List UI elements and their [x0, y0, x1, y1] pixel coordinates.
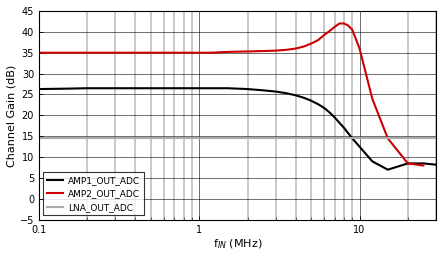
- AMP2_OUT_ADC: [337, 22, 342, 25]
- AMP2_OUT_ADC: [332, 25, 338, 28]
- AMP1_OUT_ADC: [172, 87, 177, 90]
- AMP2_OUT_ADC: [369, 97, 375, 100]
- AMP2_OUT_ADC: [293, 47, 299, 50]
- AMP1_OUT_ADC: [225, 87, 230, 90]
- AMP1_OUT_ADC: [113, 87, 118, 90]
- AMP2_OUT_ADC: [85, 51, 90, 54]
- AMP2_OUT_ADC: [342, 22, 347, 25]
- AMP2_OUT_ADC: [161, 51, 167, 54]
- AMP2_OUT_ADC: [113, 51, 118, 54]
- AMP2_OUT_ADC: [350, 28, 355, 31]
- AMP1_OUT_ADC: [421, 162, 426, 165]
- Legend: AMP1_OUT_ADC, AMP2_OUT_ADC, LNA_OUT_ADC: AMP1_OUT_ADC, AMP2_OUT_ADC, LNA_OUT_ADC: [43, 172, 144, 215]
- AMP1_OUT_ADC: [332, 116, 338, 119]
- AMP1_OUT_ADC: [85, 87, 90, 90]
- AMP2_OUT_ADC: [225, 50, 230, 53]
- AMP2_OUT_ADC: [284, 48, 289, 51]
- AMP2_OUT_ADC: [245, 50, 250, 53]
- AMP2_OUT_ADC: [65, 51, 70, 54]
- AMP2_OUT_ADC: [209, 51, 214, 54]
- AMP2_OUT_ADC: [315, 39, 321, 42]
- AMP1_OUT_ADC: [315, 102, 321, 106]
- AMP1_OUT_ADC: [197, 87, 202, 90]
- Line: AMP1_OUT_ADC: AMP1_OUT_ADC: [39, 88, 436, 170]
- AMP1_OUT_ADC: [161, 87, 167, 90]
- AMP2_OUT_ADC: [327, 29, 332, 33]
- AMP2_OUT_ADC: [385, 137, 390, 140]
- AMP2_OUT_ADC: [357, 47, 362, 50]
- AMP2_OUT_ADC: [148, 51, 154, 54]
- AMP1_OUT_ADC: [385, 168, 390, 171]
- AMP2_OUT_ADC: [36, 51, 42, 54]
- AMP1_OUT_ADC: [350, 137, 355, 140]
- AMP1_OUT_ADC: [245, 87, 250, 91]
- AMP1_OUT_ADC: [309, 99, 314, 102]
- AMP2_OUT_ADC: [421, 164, 426, 167]
- AMP1_OUT_ADC: [36, 87, 42, 91]
- AMP2_OUT_ADC: [405, 162, 411, 165]
- AMP1_OUT_ADC: [342, 126, 347, 130]
- AMP1_OUT_ADC: [293, 94, 299, 97]
- AMP2_OUT_ADC: [172, 51, 177, 54]
- X-axis label: f$_{IN}$ (MHz): f$_{IN}$ (MHz): [213, 237, 262, 251]
- AMP1_OUT_ADC: [357, 145, 362, 148]
- AMP2_OUT_ADC: [181, 51, 187, 54]
- Line: AMP2_OUT_ADC: AMP2_OUT_ADC: [39, 23, 424, 166]
- AMP1_OUT_ADC: [405, 162, 411, 165]
- AMP2_OUT_ADC: [301, 45, 307, 48]
- AMP2_OUT_ADC: [189, 51, 194, 54]
- AMP1_OUT_ADC: [301, 96, 307, 99]
- AMP1_OUT_ADC: [433, 163, 439, 166]
- AMP1_OUT_ADC: [260, 89, 266, 92]
- AMP2_OUT_ADC: [260, 50, 266, 53]
- AMP2_OUT_ADC: [273, 49, 278, 52]
- AMP2_OUT_ADC: [321, 34, 326, 37]
- AMP2_OUT_ADC: [309, 42, 314, 45]
- Y-axis label: Channel Gain (dB): Channel Gain (dB): [7, 64, 17, 166]
- AMP1_OUT_ADC: [321, 106, 326, 109]
- AMP1_OUT_ADC: [189, 87, 194, 90]
- AMP1_OUT_ADC: [148, 87, 154, 90]
- AMP2_OUT_ADC: [133, 51, 138, 54]
- AMP2_OUT_ADC: [346, 24, 351, 27]
- AMP2_OUT_ADC: [197, 51, 202, 54]
- AMP1_OUT_ADC: [209, 87, 214, 90]
- AMP1_OUT_ADC: [284, 92, 289, 95]
- AMP1_OUT_ADC: [337, 121, 342, 124]
- AMP1_OUT_ADC: [133, 87, 138, 90]
- AMP1_OUT_ADC: [65, 87, 70, 90]
- AMP1_OUT_ADC: [181, 87, 187, 90]
- AMP1_OUT_ADC: [273, 90, 278, 93]
- AMP1_OUT_ADC: [327, 111, 332, 114]
- AMP1_OUT_ADC: [369, 160, 375, 163]
